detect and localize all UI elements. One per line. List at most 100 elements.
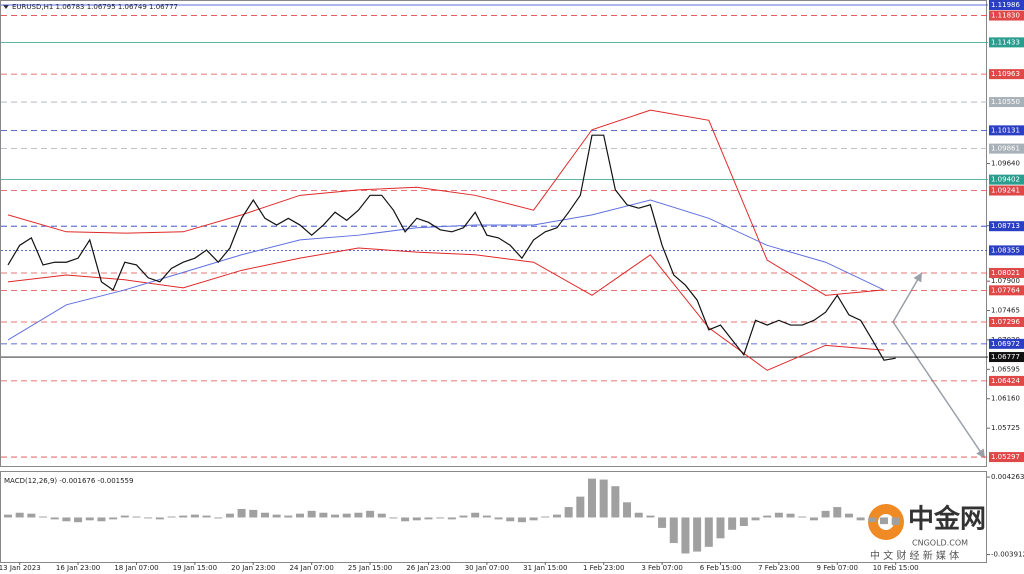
level-label: 1.07296	[991, 318, 1020, 326]
macd-bar	[471, 512, 480, 518]
x-tick-label: 26 Jan 23:00	[406, 564, 450, 572]
macd-bar	[821, 510, 830, 518]
macd-bar	[120, 515, 129, 518]
macd-frame	[0, 471, 987, 563]
x-tick-label: 25 Jan 15:00	[348, 564, 392, 572]
x-tick-label: 31 Jan 15:00	[523, 564, 567, 572]
macd-bar	[552, 514, 561, 518]
macd-bar	[366, 510, 375, 518]
macd-bar	[739, 517, 748, 526]
macd-bar	[833, 507, 842, 518]
level-label-box	[989, 338, 1024, 349]
macd-bar	[62, 517, 71, 522]
macd-bar	[179, 515, 188, 518]
x-tick-label: 13 Jan 2023	[0, 564, 41, 572]
macd-bar	[342, 513, 351, 518]
macd-bar	[109, 517, 118, 520]
macd-bar	[786, 513, 795, 518]
macd-bar	[331, 514, 340, 518]
bollinger-lower	[7, 247, 885, 371]
macd-bar	[611, 486, 620, 518]
macd-bar	[681, 517, 690, 554]
macd-bar	[704, 517, 713, 547]
y-tick-label: 1.06595	[991, 365, 1020, 373]
macd-bar	[751, 517, 760, 521]
x-tick-label: 10 Feb 15:00	[873, 564, 919, 572]
macd-bar	[482, 515, 491, 518]
level-label-box	[989, 352, 1024, 363]
macd-bar	[541, 516, 550, 518]
chart-title: EURUSD,H1 1.06783 1.06795 1.06749 1.0677…	[12, 3, 178, 11]
watermark: 中金网 CNGOLD.COM 中 文 财 经 新 媒 体	[868, 504, 986, 562]
x-tick-label: 1 Feb 23:00	[583, 564, 624, 572]
x-tick-label: 30 Jan 07:00	[465, 564, 509, 572]
x-tick-label: 24 Jan 07:00	[290, 564, 334, 572]
macd-bar	[623, 502, 632, 518]
level-label-box	[989, 267, 1024, 278]
level-label-box	[989, 174, 1024, 185]
macd-bar	[716, 517, 725, 539]
level-label-box	[989, 316, 1024, 327]
level-label-box	[989, 285, 1024, 296]
macd-bar	[588, 478, 596, 518]
price-frame	[0, 0, 987, 467]
level-label-box	[989, 143, 1024, 154]
macd-bar	[225, 513, 234, 518]
level-label: 1.08713	[991, 222, 1020, 230]
projection-arrow-down	[892, 321, 986, 459]
macd-bar	[868, 517, 877, 523]
level-label-box	[989, 125, 1024, 136]
macd-bar	[529, 517, 538, 521]
level-label: 1.06424	[991, 377, 1020, 385]
y-tick-label: -0.003912	[991, 551, 1024, 559]
macd-bar	[880, 517, 888, 525]
macd-bar	[132, 516, 141, 518]
macd-bar	[634, 512, 643, 518]
level-label: 1.07764	[991, 286, 1020, 294]
level-label: 1.10963	[991, 70, 1020, 78]
level-label: 1.09241	[991, 187, 1020, 195]
level-label-box	[989, 10, 1024, 21]
y-tick-label: 1.05725	[991, 424, 1020, 432]
macd-bar	[39, 516, 48, 518]
macd-bar	[447, 517, 456, 520]
y-tick-label: 0.004263	[991, 473, 1024, 481]
price-line	[7, 134, 896, 361]
bollinger-upper	[7, 109, 885, 296]
level-label-box	[989, 245, 1024, 256]
macd-bar	[646, 515, 655, 518]
macd-bar	[296, 513, 304, 518]
level-label-box	[989, 375, 1024, 386]
macd-bar	[237, 508, 246, 518]
macd-bar	[763, 515, 772, 518]
macd-bar	[459, 515, 468, 518]
macd-bar	[144, 517, 153, 519]
x-tick-label: 9 Feb 07:00	[817, 564, 858, 572]
x-tick-label: 3 Feb 07:00	[641, 564, 682, 572]
moving-average	[7, 199, 885, 341]
level-label-box	[989, 37, 1024, 48]
macd-bar	[167, 516, 176, 518]
macd-bar	[85, 517, 94, 521]
macd-bar	[401, 517, 410, 522]
macd-bar	[97, 517, 106, 522]
macd-bar	[284, 515, 293, 518]
level-label: 1.08021	[991, 269, 1020, 277]
macd-bar	[214, 517, 223, 519]
x-tick-label: 7 Feb 23:00	[758, 564, 799, 572]
level-label: 1.08355	[991, 246, 1020, 254]
y-tick-label: 1.09640	[991, 160, 1020, 168]
level-label-box	[989, 97, 1024, 108]
macd-bar	[412, 517, 421, 521]
macd-bar	[74, 517, 83, 523]
projection-arrow-up	[892, 272, 922, 323]
level-label: 1.06777	[991, 353, 1020, 361]
macd-bar	[798, 516, 807, 518]
macd-bar	[728, 517, 737, 530]
macd-title: MACD(12,26,9) -0.001676 -0.001559	[4, 477, 133, 485]
x-tick-label: 16 Jan 23:00	[56, 564, 100, 572]
macd-bar	[517, 517, 526, 523]
macd-bar	[272, 514, 281, 518]
macd-bar	[436, 517, 445, 519]
